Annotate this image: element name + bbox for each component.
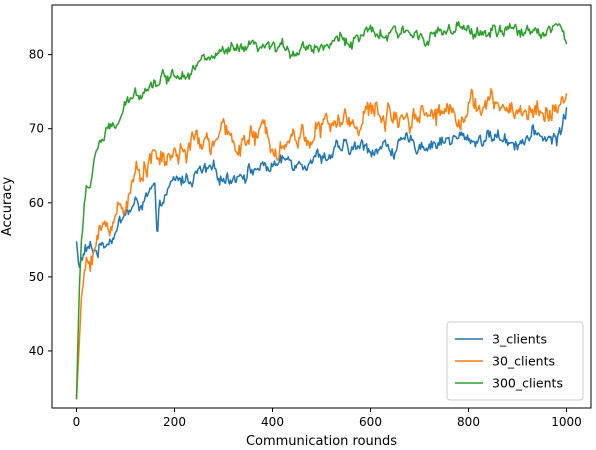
legend-label: 30_clients <box>492 354 555 369</box>
y-tick-label: 60 <box>29 196 44 210</box>
plot-area <box>75 21 568 400</box>
x-axis-label: Communication rounds <box>246 434 397 449</box>
plot-frame <box>51 4 592 409</box>
y-axis-ticks: 40 50 60 70 80 <box>29 48 52 358</box>
series-line-300-clients <box>75 21 568 400</box>
legend: 3_clients 30_clients 300_clients <box>446 321 584 401</box>
series-line-3-clients <box>75 107 568 268</box>
x-tick-label: 600 <box>359 415 382 429</box>
legend-label: 300_clients <box>492 376 563 391</box>
x-tick-label: 1000 <box>551 415 582 429</box>
legend-box <box>446 321 584 401</box>
y-tick-label: 40 <box>29 344 44 358</box>
series-line-30-clients <box>75 87 568 400</box>
x-tick-label: 200 <box>163 415 186 429</box>
y-tick-label: 80 <box>29 48 44 62</box>
y-tick-label: 50 <box>29 270 44 284</box>
x-tick-label: 400 <box>261 415 284 429</box>
legend-label: 3_clients <box>492 332 547 347</box>
x-axis-ticks: 0 200 400 600 800 1000 <box>73 408 582 429</box>
x-tick-label: 0 <box>73 415 81 429</box>
y-axis-label: Accuracy <box>0 177 15 237</box>
y-tick-label: 70 <box>29 122 44 136</box>
x-tick-label: 800 <box>457 415 480 429</box>
